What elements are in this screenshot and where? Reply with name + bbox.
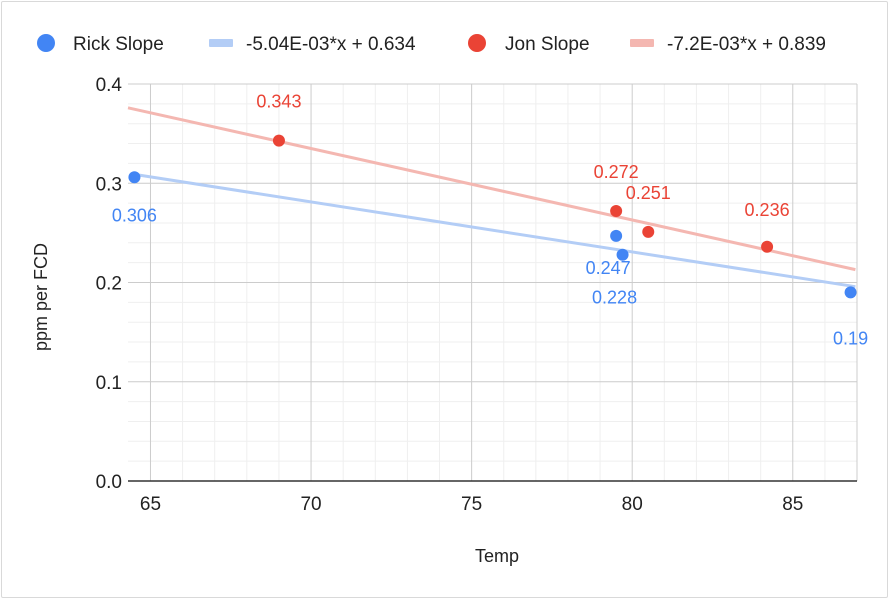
data-label-rick-slope: 0.306 <box>112 205 157 225</box>
legend-label-rick: Rick Slope <box>73 34 164 55</box>
y-tick-label: 0.3 <box>96 174 122 195</box>
y-tick-label: 0.2 <box>96 274 122 295</box>
data-label-jon-slope: 0.236 <box>745 200 790 220</box>
y-tick-label: 0.1 <box>96 373 122 394</box>
legend-trend-marker-jon <box>630 39 654 47</box>
legend-trend-marker-rick <box>209 39 233 47</box>
data-label-rick-slope: 0.228 <box>592 288 637 308</box>
tick-labels: 65 70 75 80 85 0.0 0.1 0.2 0.3 0.4 <box>96 75 804 515</box>
data-label-jon-slope: 0.343 <box>256 92 301 112</box>
x-tick-label: 85 <box>782 494 803 515</box>
data-label-jon-slope: 0.251 <box>626 183 671 203</box>
x-tick-label: 75 <box>461 494 482 515</box>
trendline-rick-slope <box>134 172 856 289</box>
trendlines <box>127 106 856 289</box>
x-tick-label: 70 <box>300 494 321 515</box>
data-point-jon-slope <box>272 134 285 147</box>
y-axis-title: ppm per FCD <box>31 243 51 351</box>
legend-marker-jon <box>468 34 486 52</box>
data-label-rick-slope: 0.247 <box>586 258 631 278</box>
data-point-rick-slope <box>844 286 857 299</box>
legend: Rick Slope -5.04E-03*x + 0.634 Jon Slope… <box>37 34 826 55</box>
x-tick-label: 65 <box>140 494 161 515</box>
x-axis-title: Temp <box>475 546 519 566</box>
data-point-rick-slope <box>610 229 623 242</box>
data-label-jon-slope: 0.272 <box>594 162 639 182</box>
data-point-jon-slope <box>761 240 774 253</box>
x-tick-label: 80 <box>622 494 643 515</box>
data-point-rick-slope <box>128 171 141 184</box>
data-point-jon-slope <box>610 205 623 218</box>
legend-marker-rick <box>37 34 55 52</box>
y-tick-label: 0.4 <box>96 75 123 96</box>
data-point-rick-slope <box>616 248 629 261</box>
legend-label-jon: Jon Slope <box>505 34 590 55</box>
data-label-rick-slope: 0.19 <box>833 328 868 348</box>
legend-label-rick-trend: -5.04E-03*x + 0.634 <box>246 34 416 55</box>
y-tick-label: 0.0 <box>96 472 122 493</box>
data-points <box>128 134 857 299</box>
trendline-jon-slope <box>127 106 856 272</box>
data-point-jon-slope <box>642 225 655 238</box>
legend-label-jon-trend: -7.2E-03*x + 0.839 <box>667 34 826 55</box>
major-gridlines <box>128 83 858 481</box>
